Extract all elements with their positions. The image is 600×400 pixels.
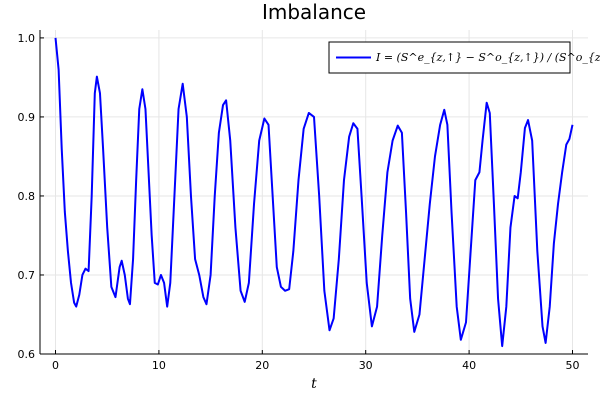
chart-title: Imbalance: [262, 0, 366, 24]
series-layer: [54, 37, 574, 348]
x-tick-label: 30: [359, 359, 373, 372]
axes: [39, 30, 588, 355]
y-tick-label: 0.6: [18, 348, 36, 361]
x-tick-label: 50: [565, 359, 579, 372]
x-tick-label: 20: [255, 359, 269, 372]
legend: I = (S^e_{z,↑} − S^o_{z,↑}) / (S^o_{z,↑}…: [328, 41, 600, 74]
legend-label: I = (S^e_{z,↑} − S^o_{z,↑}) / (S^o_{z,↑}…: [375, 51, 600, 64]
x-tick-label: 10: [152, 359, 166, 372]
y-tick-label: 0.9: [18, 111, 36, 124]
series-line-0: [54, 37, 574, 348]
x-axis-ticks: 0 10 20 30 40 50: [52, 350, 579, 372]
x-tick-label: 0: [52, 359, 59, 372]
y-tick-label: 1.0: [18, 32, 36, 45]
y-tick-label: 0.8: [18, 190, 36, 203]
y-axis-ticks: 0.6 0.7 0.8 0.9 1.0: [18, 32, 44, 361]
x-tick-label: 40: [462, 359, 476, 372]
y-tick-label: 0.7: [18, 269, 36, 282]
x-axis-label: t: [311, 376, 317, 392]
